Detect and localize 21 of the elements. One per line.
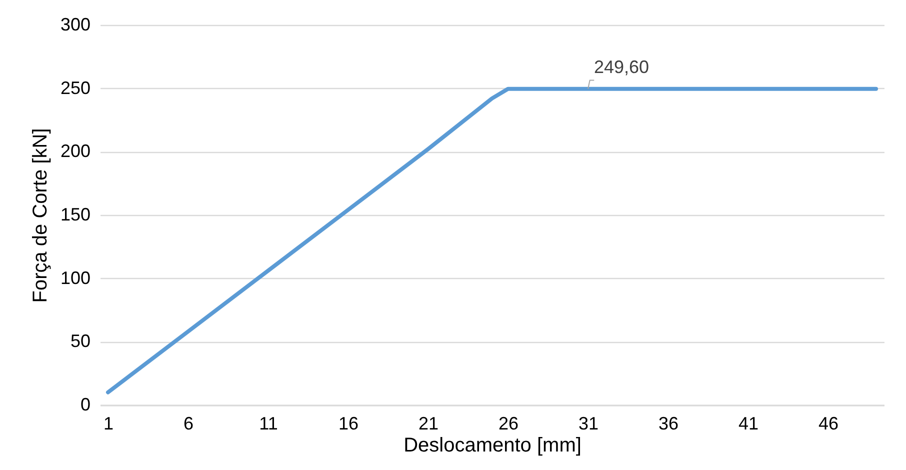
y-tick-label: 200 <box>60 141 90 162</box>
y-tick-label: 250 <box>60 78 90 98</box>
x-tick-label: 36 <box>658 414 679 434</box>
line-series <box>106 86 878 394</box>
x-tick-label: 1 <box>103 414 114 434</box>
x-tick-label: 31 <box>578 414 599 434</box>
x-tick-label: 26 <box>498 414 519 434</box>
x-tick-label: 6 <box>183 414 194 434</box>
y-tick-label: 0 <box>80 394 90 414</box>
x-tick-label: 11 <box>259 414 278 434</box>
x-tick-label: 16 <box>338 414 359 434</box>
y-axis-title: Força de Corte [kN] <box>29 128 52 303</box>
x-tick-label: 46 <box>818 414 839 434</box>
x-axis-title: Deslocamento [mm] <box>404 434 582 456</box>
x-tick-label: 41 <box>738 414 759 434</box>
y-tick-label: 300 <box>60 14 90 34</box>
x-tick-label: 21 <box>418 414 439 434</box>
y-tick-label: 150 <box>60 204 90 224</box>
annotation: 249,60 <box>594 56 650 77</box>
y-tick-label: 100 <box>60 268 90 288</box>
y-tick-label: 50 <box>70 331 90 352</box>
